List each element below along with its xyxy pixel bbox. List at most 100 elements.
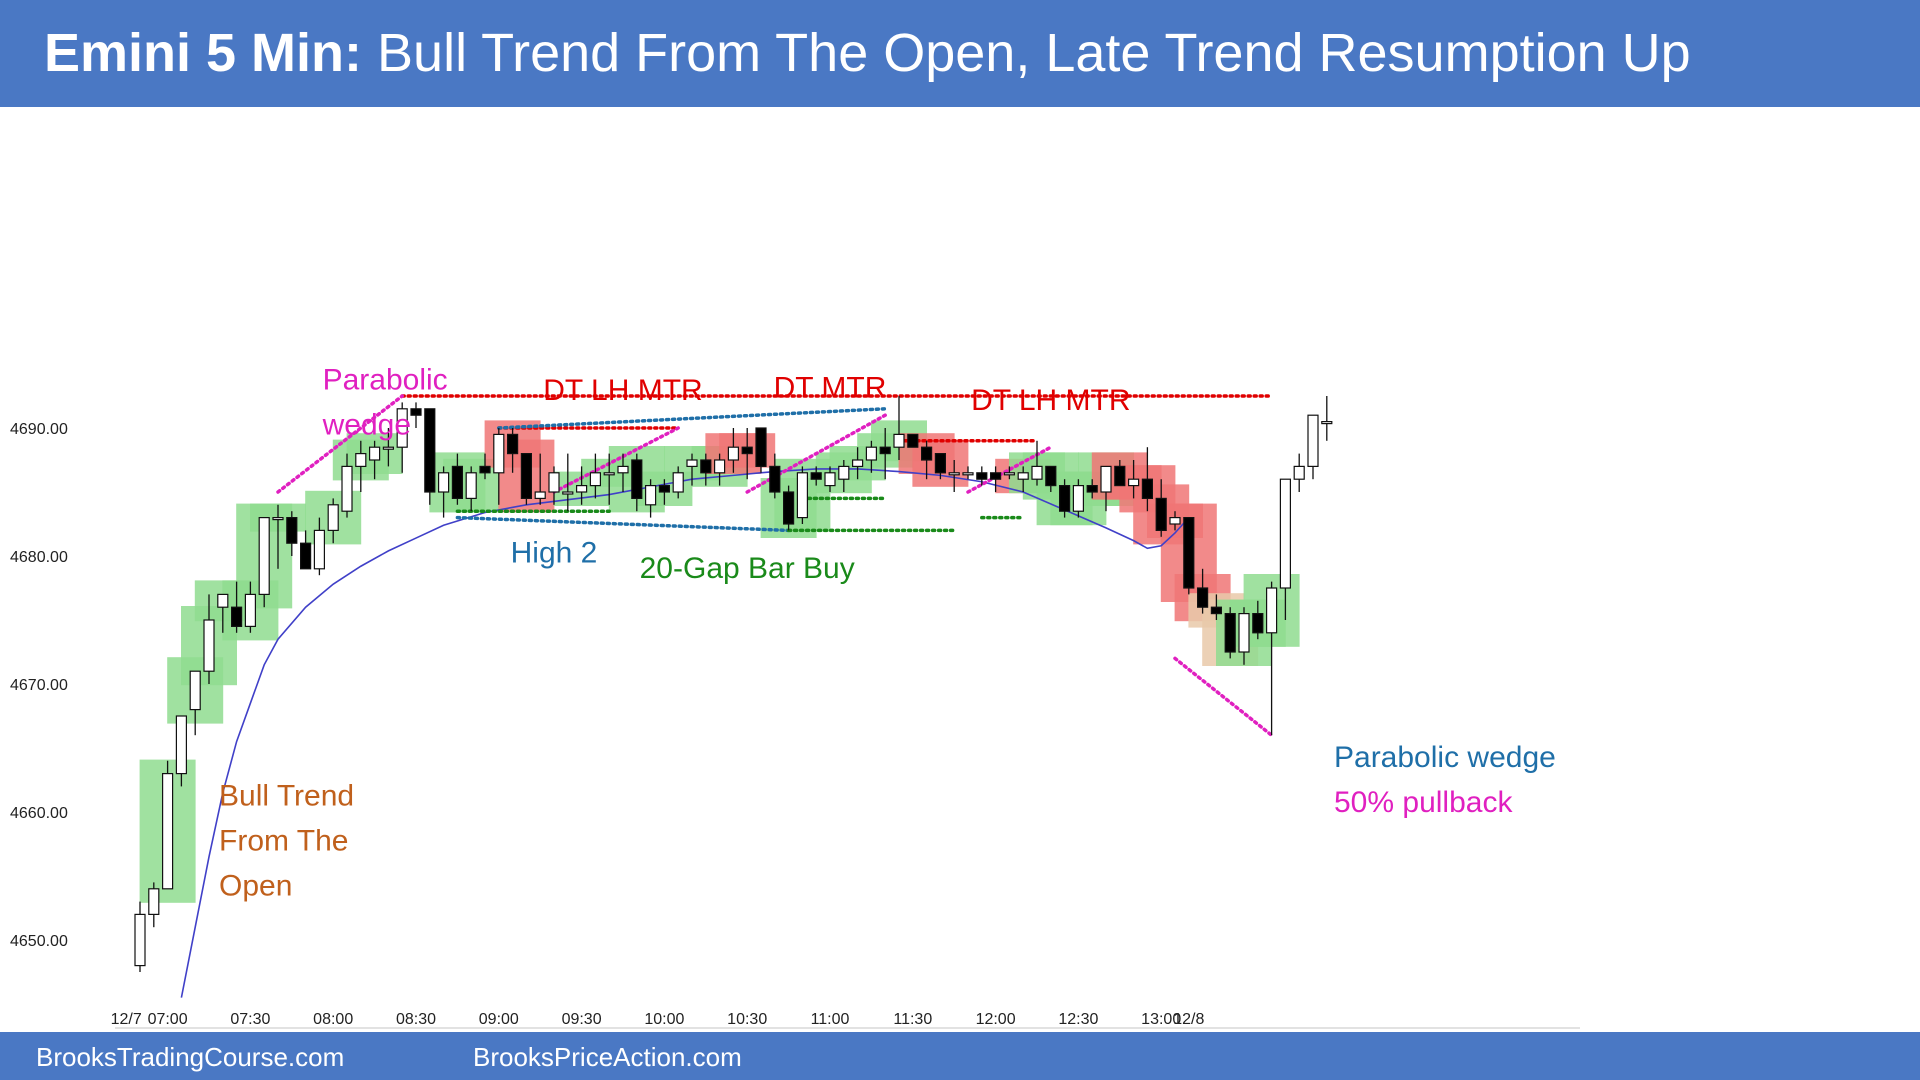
chart-annotation: 20-Gap Bar Buy [640,552,855,585]
bear-candle [989,472,1002,480]
bear-candle [286,517,298,544]
bear-candle [1086,485,1098,493]
trend-line [497,407,887,430]
trend-line [276,394,404,494]
bull-candle [313,529,325,570]
bear-candle [424,408,436,493]
trend-line [455,515,791,533]
ema-20-line [180,468,1190,998]
bull-candle [162,772,174,890]
bull-candle [713,459,726,474]
bull-candle [1265,587,1278,634]
bull-candle [148,888,160,915]
x-tick-label: 12:30 [1058,1011,1098,1028]
bull-candle [893,433,905,448]
x-tick-label: 13:00 [1141,1011,1181,1028]
bull-candle [272,517,284,521]
bear-candle [300,542,312,570]
y-tick-label: 4650.00 [10,933,68,950]
x-tick-label: 07:30 [230,1011,270,1028]
bull-candle [575,485,588,493]
chart-annotation: From The [219,825,348,858]
bear-candle [451,465,463,499]
bull-candle [1307,414,1319,468]
footer-link-brooks-trading-course[interactable]: BrooksTradingCourse.com [36,1042,345,1072]
bull-candle [244,593,256,627]
bull-candle [493,433,505,474]
bull-candle [948,472,960,476]
bear-candle [1114,465,1126,487]
bull-candle [355,453,367,468]
candlestick-chart: 4650.00 4660.00 4670.00 4680.00 4690.00 12/7 0… [10,364,1580,1029]
y-tick-label: 4660.00 [10,805,68,822]
x-tick-label: 08:00 [313,1011,353,1028]
chart-annotation: wedge [322,409,411,442]
bear-candle [920,446,933,461]
bull-candle [382,446,394,450]
bear-candle [1141,478,1154,500]
bear-candle [520,453,533,500]
bear-candle [810,472,822,480]
bear-candle [1155,497,1167,531]
bear-candle [1210,606,1223,615]
chart-title: Emini 5 Min: Bull Trend From The Open, L… [44,22,1691,84]
bear-candle [879,446,891,455]
trend-line [552,426,680,494]
x-tick-label: 07:00 [148,1011,188,1028]
bull-candle [189,670,201,711]
bear-candle [741,446,753,455]
bear-candle [755,427,767,468]
x-tick-label: 10:30 [727,1011,767,1028]
bull-candle [644,485,657,506]
bull-candle [824,472,836,487]
bull-candle [865,446,878,461]
bear-candle [1196,587,1209,608]
bull-candle [1279,478,1292,589]
footer-link-brooks-price-action[interactable]: BrooksPriceAction.com [473,1042,742,1072]
chart-annotation: Parabolic [323,364,448,397]
y-tick-label: 4690.00 [10,421,68,438]
bear-candle [1045,465,1057,487]
bull-candle [1293,465,1305,480]
bear-candle [769,465,781,493]
bull-candle [1003,472,1016,476]
bear-candle [907,433,919,448]
bull-candle [603,472,615,476]
bull-candle [562,491,574,495]
bull-candle [796,472,809,519]
bull-candle [686,459,698,468]
chart-annotation: 50% pullback [1334,786,1513,819]
x-tick-label: 12/7 [111,1011,142,1028]
bear-candle [1252,613,1264,634]
chart-annotation: Open [219,870,292,903]
bull-candle [589,472,602,487]
trend-line [1173,656,1274,737]
bear-candle [1224,613,1236,653]
bull-candle [341,465,353,512]
bear-candle [1058,485,1071,512]
x-tick-label: 10:00 [644,1011,684,1028]
chart-annotation: DT LH MTR [543,374,702,407]
bull-candle [962,472,974,476]
chart-annotation: DT LH MTR [971,384,1130,417]
bear-candle [631,459,643,500]
bear-candle [976,472,988,480]
bull-candle [1321,421,1333,425]
chart-annotation: Bull Trend [219,780,354,813]
chart-title-prefix: Emini 5 Min: [44,23,363,83]
bull-candle [838,465,850,480]
bull-candle [1169,517,1181,525]
bull-candle [1127,478,1140,487]
bull-candle [203,619,215,672]
x-tick-label: 12/8 [1173,1011,1204,1028]
chart-title-text: Bull Trend From The Open, Late Trend Res… [377,23,1691,83]
bull-candle [396,408,408,448]
bear-candle [507,433,519,455]
bull-candle [1017,472,1029,480]
x-tick-label: 09:00 [479,1011,519,1028]
bear-candle [782,491,795,525]
bear-candle [231,606,243,628]
bull-candle [1031,465,1043,480]
y-tick-label: 4670.00 [10,677,68,694]
bull-candle [1072,485,1085,512]
